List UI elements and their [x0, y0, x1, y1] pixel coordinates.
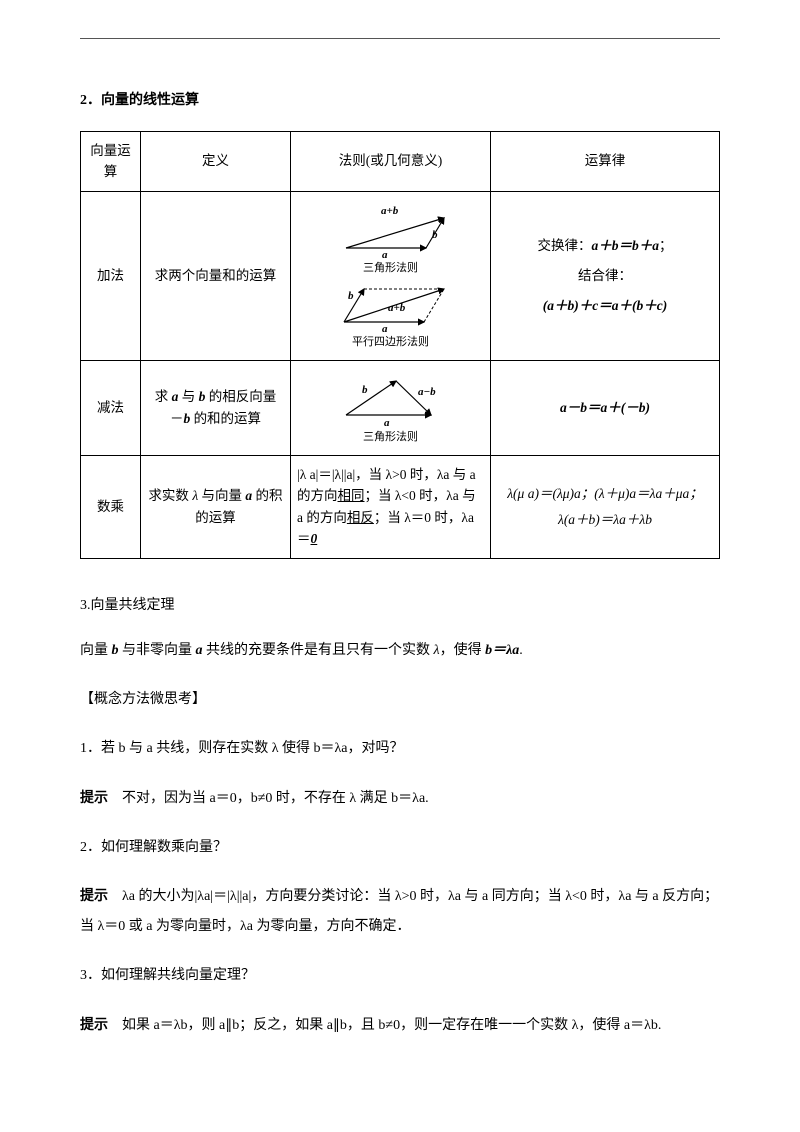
cell-mul-def: 求实数 λ 与向量 a 的积的运算 — [141, 455, 291, 558]
cell-sub-law: a－b＝a＋(－b) — [491, 360, 720, 455]
cell-mul-rule: |λ a|＝|λ||a|，当 λ>0 时，λa 与 a 的方向相同；当 λ<0 … — [291, 455, 491, 558]
section-title: 2．向量的线性运算 — [80, 88, 720, 115]
cell-sub-name: 减法 — [81, 360, 141, 455]
table-row: 数乘 求实数 λ 与向量 a 的积的运算 |λ a|＝|λ||a|，当 λ>0 … — [81, 455, 720, 558]
svg-text:a: a — [382, 249, 388, 258]
svg-text:b: b — [432, 229, 438, 241]
cell-mul-name: 数乘 — [81, 455, 141, 558]
th-rule: 法则(或几何意义) — [291, 131, 491, 191]
cell-add-name: 加法 — [81, 191, 141, 360]
parallelogram-law-icon: b a+b a — [326, 277, 456, 332]
expr: λ(a＋b)＝λa＋λb — [558, 512, 652, 527]
top-rule — [80, 38, 720, 39]
cell-add-law: 交换律：a＋b＝b＋a； 结合律： (a＋b)＋c＝a＋(b＋c) — [491, 191, 720, 360]
parallelogram-law-caption: 平行四边形法则 — [297, 334, 484, 352]
expr: a＋b＝b＋a — [592, 238, 660, 253]
q1: 1．若 b 与 a 共线，则存在实数 λ 使得 b＝λa，对吗？ — [80, 734, 720, 763]
a1: 提示 不对，因为当 a＝0，b≠0 时，不存在 λ 满足 b＝λa. — [80, 784, 720, 813]
operations-table: 向量运算 定义 法则(或几何意义) 运算律 加法 求两个向量和的运算 — [80, 131, 720, 559]
svg-text:a+b: a+b — [381, 205, 399, 217]
cell-sub-def: 求 a 与 b 的相反向量 －b 的和的运算 — [141, 360, 291, 455]
svg-text:b: b — [362, 384, 368, 396]
svg-text:a−b: a−b — [418, 386, 436, 398]
svg-text:a+b: a+b — [388, 302, 406, 314]
th-op: 向量运算 — [81, 131, 141, 191]
theorem-body: 向量 b 与非零向量 a 共线的充要条件是有且只有一个实数 λ，使得 b＝λa. — [80, 636, 720, 665]
micro-title: 【概念方法微思考】 — [80, 685, 720, 714]
table-row: 减法 求 a 与 b 的相反向量 －b 的和的运算 b a−b a — [81, 360, 720, 455]
cell-sub-figure: b a−b a 三角形法则 — [291, 360, 491, 455]
triangle-law-caption: 三角形法则 — [297, 260, 484, 278]
svg-text:a: a — [382, 323, 388, 332]
q2: 2．如何理解数乘向量？ — [80, 833, 720, 862]
a3: 提示 如果 a＝λb，则 a∥b；反之，如果 a∥b，且 b≠0，则一定存在唯一… — [80, 1011, 720, 1040]
cell-add-figure: a+b b a 三角形法则 b — [291, 191, 491, 360]
q3: 3．如何理解共线向量定理？ — [80, 961, 720, 990]
table-row: 加法 求两个向量和的运算 a+b b a 三角形法则 — [81, 191, 720, 360]
subtraction-caption: 三角形法则 — [297, 429, 484, 447]
cell-add-def: 求两个向量和的运算 — [141, 191, 291, 360]
th-law: 运算律 — [491, 131, 720, 191]
triangle-law-icon: a+b b a — [326, 200, 456, 258]
expr: λ(μ a)＝(λμ)a；(λ＋μ)a＝λa＋μa； — [507, 486, 703, 501]
svg-text:a: a — [384, 417, 390, 427]
table-header-row: 向量运算 定义 法则(或几何意义) 运算律 — [81, 131, 720, 191]
svg-text:b: b — [348, 290, 354, 302]
theorem-title: 3.向量共线定理 — [80, 593, 720, 620]
a2: 提示 λa 的大小为|λa|＝|λ||a|，方向要分类讨论：当 λ>0 时，λa… — [80, 882, 720, 941]
th-def: 定义 — [141, 131, 291, 191]
cell-mul-law: λ(μ a)＝(λμ)a；(λ＋μ)a＝λa＋μa； λ(a＋b)＝λa＋λb — [491, 455, 720, 558]
expr: (a＋b)＋c＝a＋(b＋c) — [543, 298, 667, 313]
subtraction-triangle-icon: b a−b a — [326, 369, 456, 427]
expr: a－b＝a＋(－b) — [560, 400, 650, 415]
